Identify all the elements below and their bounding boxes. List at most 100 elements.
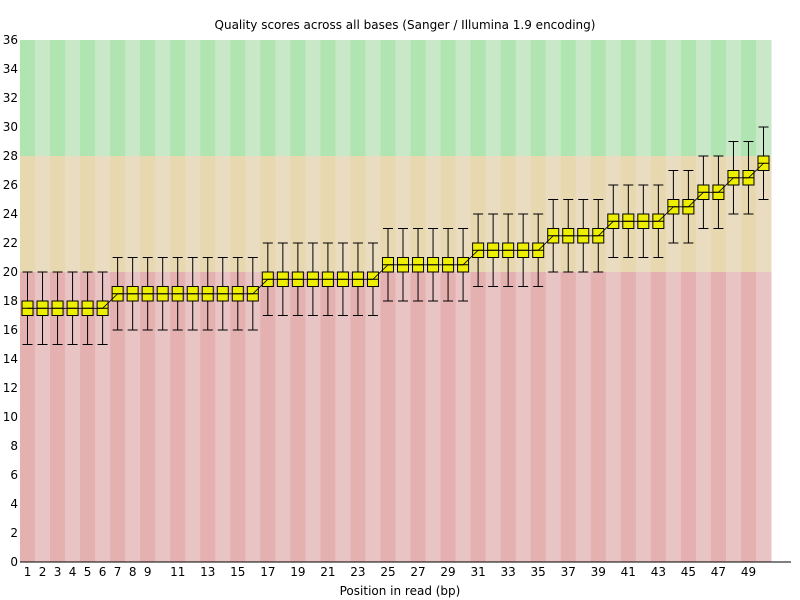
x-tick-label: 35 [531, 565, 546, 579]
x-tick-label: 47 [711, 565, 726, 579]
quality-band-stripe [185, 272, 201, 562]
quality-band-stripe [710, 40, 727, 156]
quality-band-stripe [440, 272, 457, 562]
quality-band-stripe [665, 272, 682, 562]
quality-band-stripe [575, 40, 592, 156]
quality-band-stripe [695, 272, 712, 562]
mean-polyline [27, 163, 764, 309]
quality-band-stripe [260, 40, 276, 156]
quality-band-stripe [755, 272, 772, 562]
quality-band-stripe [410, 272, 427, 562]
quality-band-stripe [545, 272, 562, 562]
y-tick-label: 4 [10, 497, 18, 511]
x-tick-label: 13 [200, 565, 215, 579]
quality-band-stripe [425, 272, 442, 562]
quality-band-stripe [395, 156, 412, 272]
quality-band-stripe [245, 156, 261, 272]
x-tick-label: 9 [144, 565, 152, 579]
x-tick-label: 43 [651, 565, 666, 579]
quality-band-stripe [140, 156, 156, 272]
quality-band-stripe [545, 40, 562, 156]
x-tick-label: 3 [54, 565, 62, 579]
quality-band-stripe [110, 156, 126, 272]
quality-band-stripe [395, 40, 412, 156]
quality-band-stripe [20, 156, 36, 272]
y-tick-label: 16 [3, 323, 18, 337]
quality-band-stripe [290, 272, 306, 562]
x-tick-label: 27 [410, 565, 425, 579]
quality-band-stripe [620, 40, 637, 156]
quality-band-stripe [485, 272, 502, 562]
quality-band-stripe [455, 272, 472, 562]
quality-band-stripe [65, 156, 81, 272]
quality-band-stripe [305, 40, 321, 156]
quality-band-stripe [680, 40, 697, 156]
quality-band-stripe [230, 40, 246, 156]
quality-band-stripe [650, 272, 667, 562]
quality-band-stripe [35, 156, 51, 272]
quality-band-stripe [470, 272, 487, 562]
quality-band-stripe [170, 156, 186, 272]
y-tick-label: 26 [3, 178, 18, 192]
quality-band-stripe [635, 272, 652, 562]
quality-band-stripe [170, 40, 186, 156]
quality-band-stripe [200, 40, 216, 156]
x-tick-label: 4 [69, 565, 77, 579]
quality-band-stripe [380, 40, 396, 156]
quality-band-stripe [275, 40, 291, 156]
quality-band-stripe [155, 156, 171, 272]
quality-band-stripe [755, 156, 772, 272]
quality-band-stripe [665, 40, 682, 156]
x-axis-label: Position in read (bp) [340, 584, 461, 598]
quality-band-stripe [200, 272, 216, 562]
quality-band-stripe [485, 40, 502, 156]
quality-band-stripe [50, 156, 66, 272]
quality-band-stripe [320, 272, 336, 562]
x-tick-label: 17 [260, 565, 275, 579]
quality-band-stripe [110, 40, 126, 156]
quality-band-stripe [530, 40, 547, 156]
quality-band-stripe [695, 40, 712, 156]
x-tick-label: 6 [99, 565, 107, 579]
y-tick-label: 28 [3, 149, 18, 163]
quality-band-stripe [155, 40, 171, 156]
y-tick-label: 32 [3, 91, 18, 105]
quality-band-stripe [500, 272, 517, 562]
mean-line [27, 163, 764, 309]
y-tick-label: 18 [3, 294, 18, 308]
y-tick-label: 30 [3, 120, 18, 134]
quality-band-stripe [140, 272, 156, 562]
quality-band-stripe [305, 272, 321, 562]
y-tick-label: 24 [3, 207, 18, 221]
quality-band-stripe [215, 156, 231, 272]
quality-band-stripe [440, 156, 457, 272]
quality-band-stripe [410, 40, 427, 156]
quality-band-stripe [125, 272, 141, 562]
quality-band-stripe [125, 40, 141, 156]
quality-band-stripe [530, 272, 547, 562]
quality-band-stripe [140, 40, 156, 156]
quality-band-stripe [635, 40, 652, 156]
x-tick-label: 11 [170, 565, 185, 579]
y-tick-label: 10 [3, 410, 18, 424]
quality-band-stripe [20, 40, 36, 156]
x-tick-label: 1 [24, 565, 32, 579]
x-tick-label: 8 [129, 565, 137, 579]
quality-band-stripe [590, 272, 607, 562]
quality-band-stripe [650, 40, 667, 156]
quality-band-stripe [455, 40, 472, 156]
y-tick-label: 36 [3, 33, 18, 47]
quality-band-stripe [185, 40, 201, 156]
quality-band-stripe [110, 272, 126, 562]
x-tick-label: 49 [741, 565, 756, 579]
quality-band-stripe [125, 156, 141, 272]
quality-band-stripe [515, 40, 532, 156]
quality-band-stripe [560, 272, 577, 562]
quality-band-stripe [350, 40, 366, 156]
quality-band-stripe [575, 272, 592, 562]
x-tick-label: 29 [440, 565, 455, 579]
x-tick-label: 41 [621, 565, 636, 579]
quality-band-stripe [95, 40, 111, 156]
y-tick-label: 12 [3, 381, 18, 395]
y-tick-label: 14 [3, 352, 18, 366]
